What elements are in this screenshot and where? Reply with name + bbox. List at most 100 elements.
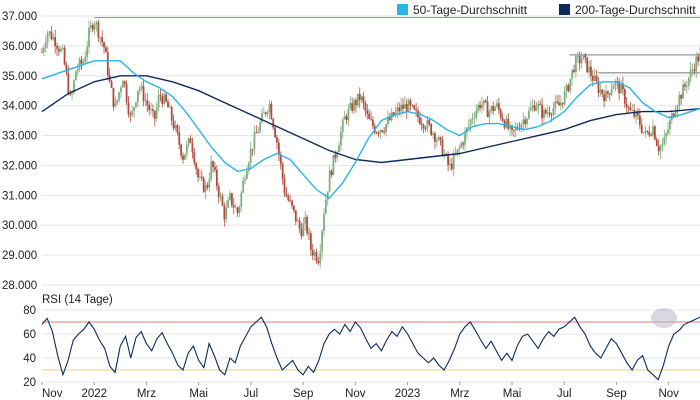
candle-down (110, 81, 113, 88)
legend-swatch-ma200 (559, 4, 570, 15)
candle-down (264, 112, 267, 114)
candle-down (383, 131, 386, 133)
candle-down (680, 95, 683, 99)
candle-down (97, 22, 100, 38)
candle-down (172, 120, 175, 129)
candle-down (415, 109, 418, 111)
candle-down (276, 137, 278, 143)
candle-up (644, 130, 647, 133)
candle-down (212, 161, 214, 168)
time-x-axis: Nov 2022 Mrz Mai Jul Sep Nov 2023 Mrz Mai Jul Sep No… (41, 382, 679, 400)
candle-down (167, 101, 169, 108)
candle-down (153, 110, 156, 119)
price-tick-label: 30.000 (2, 220, 37, 232)
candle-up (535, 107, 538, 111)
candle-down (434, 133, 436, 142)
candle-down (358, 93, 361, 101)
candle-up (302, 223, 305, 237)
candle-down (195, 163, 198, 170)
candle-up (432, 133, 434, 135)
candle-down (627, 107, 630, 109)
candle-up (665, 133, 668, 138)
candle-down (159, 95, 162, 96)
candle-up (685, 86, 688, 87)
candle-up (676, 106, 679, 112)
candle-down (366, 110, 369, 114)
rsi-highlight-marker (651, 308, 677, 328)
candle-up (174, 125, 177, 129)
candle-down (697, 56, 700, 62)
candle-down (573, 69, 575, 73)
candle-up (580, 59, 583, 64)
candle-down (381, 130, 384, 132)
reference-lines (94, 16, 700, 74)
candle-down (65, 64, 68, 73)
candle-down (608, 93, 611, 95)
candle-down (484, 100, 487, 103)
candle-down (294, 210, 297, 222)
ma50-line (41, 60, 700, 200)
candle-down (217, 186, 220, 197)
candle-down (41, 51, 43, 53)
candle-down (541, 104, 543, 119)
candle-up (682, 84, 684, 99)
candle-down (422, 125, 425, 129)
candle-up (44, 42, 47, 48)
candle-up (469, 119, 472, 126)
candle-up (240, 192, 243, 207)
candle-down (355, 100, 357, 106)
candle-down (558, 102, 560, 106)
price-tick-label: 37.000 (2, 11, 37, 23)
candle-up (84, 56, 87, 62)
candle-up (460, 143, 463, 148)
candle-down (251, 148, 254, 150)
rsi-tick-label: 20 (23, 377, 36, 389)
candle-up (379, 130, 382, 134)
candle-up (576, 55, 579, 57)
candle-down (125, 84, 128, 102)
candle-up (341, 119, 344, 132)
candle-up (46, 32, 49, 43)
candle-down (279, 154, 282, 164)
ma200-line (41, 75, 700, 164)
candle-up (88, 27, 90, 47)
candle-up (481, 104, 483, 109)
candle-down (103, 42, 105, 48)
candle-down (191, 142, 194, 152)
rsi-tick-label: 40 (23, 353, 36, 365)
candle-up (689, 69, 692, 78)
candle-down (223, 205, 226, 220)
candle-down (591, 76, 594, 81)
candle-down (170, 107, 173, 121)
price-tick-label: 36.000 (2, 41, 37, 53)
candle-down (165, 94, 167, 102)
candle-up (168, 107, 171, 108)
candle-down (308, 232, 310, 234)
candle-up (467, 125, 470, 128)
candle-up (582, 54, 585, 60)
candle-up (144, 100, 147, 102)
candle-down (648, 131, 651, 136)
candle-down (368, 113, 371, 119)
candle-up (691, 69, 694, 71)
candle-down (450, 163, 453, 170)
candle-up (575, 56, 577, 73)
candle-down (129, 114, 132, 116)
candle-up (471, 118, 474, 120)
candle-down (623, 89, 626, 104)
candle-up (652, 126, 654, 136)
candle-down (618, 81, 621, 94)
candle-up (319, 251, 322, 264)
rsi-line (41, 316, 700, 381)
candle-up (296, 220, 299, 222)
candle-down (289, 200, 292, 202)
candle-up (185, 144, 188, 155)
candle-up (225, 207, 228, 220)
candle-up (347, 108, 350, 121)
candle-down (317, 260, 320, 264)
candle-up (349, 103, 352, 109)
candle-down (511, 125, 513, 130)
candle-down (91, 25, 94, 30)
candle-down (105, 47, 107, 53)
